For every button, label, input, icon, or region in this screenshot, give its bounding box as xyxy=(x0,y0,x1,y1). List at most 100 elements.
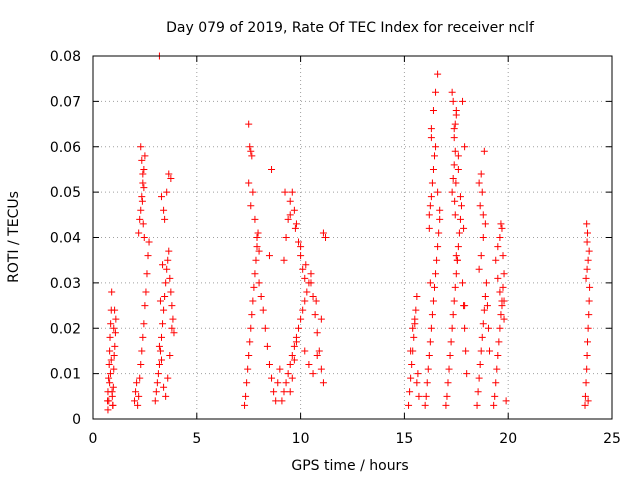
data-point xyxy=(105,374,113,382)
data-point xyxy=(141,152,149,160)
data-point xyxy=(479,234,487,241)
data-point xyxy=(158,193,166,201)
data-point xyxy=(247,324,255,332)
data-point xyxy=(307,279,315,287)
data-point xyxy=(109,401,117,409)
data-point xyxy=(477,252,485,260)
data-point xyxy=(253,243,261,251)
data-point xyxy=(246,338,254,346)
data-point xyxy=(584,397,592,405)
data-point xyxy=(408,361,416,369)
data-point xyxy=(291,224,299,232)
data-point xyxy=(140,165,148,173)
data-point xyxy=(137,143,145,151)
data-point xyxy=(473,401,481,409)
data-point xyxy=(143,270,151,278)
data-point xyxy=(478,333,486,341)
data-point xyxy=(462,347,470,355)
data-point xyxy=(166,351,174,359)
data-point xyxy=(278,397,286,405)
data-point xyxy=(435,229,443,237)
data-point xyxy=(110,324,118,332)
data-point xyxy=(409,324,417,332)
data-point xyxy=(436,206,444,214)
data-point xyxy=(248,311,256,319)
data-point xyxy=(140,234,148,241)
data-point xyxy=(411,315,419,323)
data-point xyxy=(301,297,309,305)
data-point xyxy=(583,365,591,373)
data-point xyxy=(452,270,460,278)
data-point xyxy=(492,379,500,387)
data-point xyxy=(158,356,166,364)
data-point xyxy=(152,388,160,396)
data-point xyxy=(297,243,305,251)
data-point xyxy=(427,193,435,201)
data-point xyxy=(481,292,489,300)
data-point xyxy=(413,379,421,387)
data-point xyxy=(137,206,145,214)
data-point xyxy=(581,392,589,400)
plot-frame xyxy=(92,55,613,420)
data-point xyxy=(142,288,150,296)
data-point xyxy=(484,324,492,332)
data-points xyxy=(104,52,594,414)
data-point xyxy=(108,288,116,296)
data-point xyxy=(477,170,485,178)
data-point xyxy=(106,370,114,378)
data-point xyxy=(133,379,141,387)
data-point xyxy=(295,324,303,332)
y-tick-label: 0.05 xyxy=(50,185,81,201)
data-point xyxy=(449,175,457,183)
data-point xyxy=(131,397,139,405)
data-point xyxy=(299,265,307,273)
data-point xyxy=(315,347,323,355)
data-point xyxy=(500,270,508,278)
data-point xyxy=(107,320,115,328)
data-point xyxy=(581,401,589,409)
data-point xyxy=(446,351,454,359)
data-point xyxy=(137,361,145,369)
data-point xyxy=(297,315,305,323)
data-point xyxy=(286,211,294,219)
data-point xyxy=(493,365,501,373)
data-point xyxy=(584,229,592,237)
data-point xyxy=(290,206,298,214)
data-point xyxy=(164,256,172,264)
data-point xyxy=(136,215,144,223)
data-point xyxy=(268,374,276,382)
data-point xyxy=(449,311,457,319)
data-point xyxy=(292,220,300,228)
data-point xyxy=(110,365,118,373)
data-point xyxy=(500,297,508,305)
data-point xyxy=(427,324,435,332)
data-point xyxy=(494,274,502,282)
data-point xyxy=(474,388,482,396)
data-point xyxy=(284,215,292,223)
data-point xyxy=(586,283,594,291)
data-point xyxy=(429,297,437,305)
data-point xyxy=(166,274,174,282)
data-point xyxy=(288,374,296,382)
y-tick-label: 0.06 xyxy=(50,140,81,156)
data-point xyxy=(255,247,263,255)
data-point xyxy=(159,320,167,328)
data-point xyxy=(106,333,114,341)
data-point xyxy=(169,315,177,323)
data-point xyxy=(450,297,458,305)
data-point xyxy=(163,188,171,196)
data-point xyxy=(486,347,494,355)
data-point xyxy=(145,238,153,246)
data-point xyxy=(414,370,422,378)
data-point xyxy=(156,297,164,305)
y-tick-label: 0 xyxy=(72,412,81,428)
data-point xyxy=(139,179,147,187)
data-point xyxy=(160,206,168,214)
data-point xyxy=(426,202,434,210)
data-point xyxy=(108,388,116,396)
data-point xyxy=(410,333,418,341)
data-point xyxy=(424,365,432,373)
data-point xyxy=(265,252,273,260)
data-point xyxy=(158,333,166,341)
data-point xyxy=(476,361,484,369)
